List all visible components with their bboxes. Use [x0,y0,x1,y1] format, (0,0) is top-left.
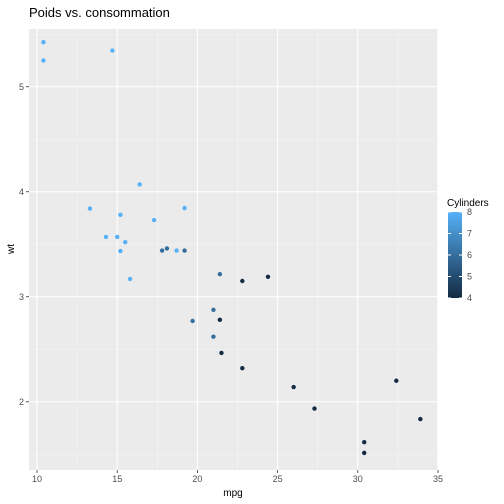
x-tick-label: 25 [273,474,283,484]
y-tick-label: 5 [19,82,24,92]
data-point [41,40,46,45]
data-point [362,450,367,456]
data-point [164,246,170,251]
x-tick-label: 35 [433,474,443,484]
data-point [137,182,142,187]
y-tick-label: 4 [19,187,24,197]
y-tick-label: 2 [19,397,24,407]
y-axis-ticks: 2 3 4 5 [19,82,29,407]
y-axis-title: wt [6,244,17,255]
major-gridlines [29,29,439,470]
data-point [174,248,179,253]
data-point [394,378,399,383]
data-point [265,274,271,279]
y-tick-label: 3 [19,292,24,302]
plot-panel [29,29,438,470]
legend-label: 8 [467,207,472,217]
data-point [118,212,123,218]
data-point [240,365,245,371]
data-point [115,234,120,240]
data-point [127,276,133,282]
data-point [362,439,367,445]
data-point [182,248,187,253]
legend-colorbar [448,212,462,298]
data-point [312,406,317,411]
data-point [182,205,187,211]
x-axis-ticks: 10 15 20 25 30 35 [32,470,443,484]
data-point [123,239,128,245]
x-axis-title: mpg [223,488,242,499]
data-point [291,384,296,390]
legend: Cylinders 4 5 6 7 8 [447,198,489,303]
data-point [211,307,216,313]
data-point [87,206,93,211]
data-point [159,248,165,253]
legend-label: 6 [467,250,472,260]
legend-label: 5 [467,272,472,282]
data-point [211,334,216,339]
data-point [190,318,195,324]
chart-title: Poids vs. consommation [29,5,170,20]
x-tick-label: 15 [112,474,122,484]
legend-label: 7 [467,229,472,239]
legend-ticks: 4 5 6 7 8 [448,207,472,303]
data-point [118,248,123,254]
data-point [103,234,109,240]
x-tick-label: 10 [32,474,42,484]
data-point [219,350,224,356]
data-point [110,48,115,53]
data-point [41,58,46,63]
x-tick-label: 30 [353,474,363,484]
data-point [240,278,245,284]
data-point [418,416,423,422]
x-tick-label: 20 [192,474,202,484]
data-point [217,271,223,277]
data-point [151,217,157,223]
legend-label: 4 [467,293,472,303]
minor-gridlines [29,29,438,470]
data-point [217,317,223,323]
legend-title: Cylinders [447,198,489,209]
data-points [41,40,423,456]
